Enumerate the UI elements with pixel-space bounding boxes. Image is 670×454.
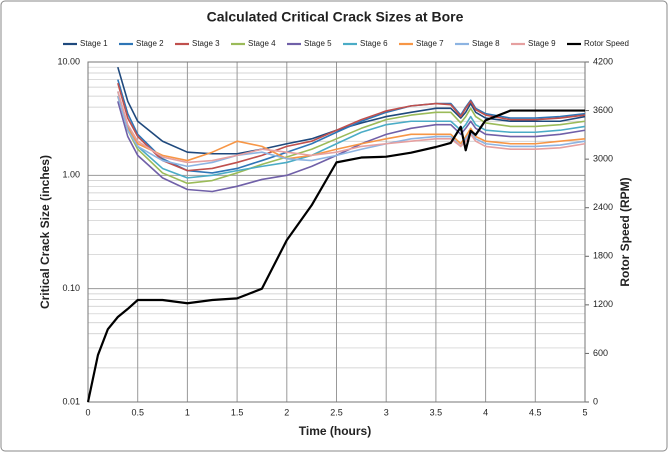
series-line <box>117 95 586 162</box>
y2-tick-label: 3600 <box>593 105 613 115</box>
x-tick-label: 0 <box>85 407 90 417</box>
legend-label: Stage 2 <box>136 39 164 48</box>
legend-label: Stage 7 <box>416 39 444 48</box>
x-tick-label: 3.5 <box>430 407 443 417</box>
y2-tick-label: 1200 <box>593 299 613 309</box>
y-tick-label: 0.10 <box>62 283 80 293</box>
x-tick-label: 1 <box>185 407 190 417</box>
series-line <box>86 109 585 403</box>
legend-label: Stage 8 <box>472 39 500 48</box>
series-line <box>117 101 586 193</box>
y-tick-label: 0.01 <box>62 396 80 406</box>
series-line <box>117 82 586 172</box>
legend-label: Stage 9 <box>528 39 556 48</box>
legend-label: Stage 4 <box>248 39 276 48</box>
y2-tick-label: 2400 <box>593 202 613 212</box>
y-tick-label: 10.00 <box>57 56 80 66</box>
legend-label: Stage 5 <box>304 39 332 48</box>
series-line <box>117 91 586 164</box>
y2-tick-label: 3000 <box>593 154 613 164</box>
x-tick-label: 4 <box>483 407 488 417</box>
y2-tick-label: 1800 <box>593 251 613 261</box>
x-tick-label: 4.5 <box>529 407 542 417</box>
x-tick-label: 5 <box>582 407 587 417</box>
y-tick-label: 1.00 <box>62 170 80 180</box>
x-tick-label: 1.5 <box>231 407 244 417</box>
series-line <box>117 66 586 155</box>
x-tick-label: 2 <box>284 407 289 417</box>
series-line <box>117 91 586 179</box>
y2-tick-label: 0 <box>593 396 598 406</box>
x-tick-label: 0.5 <box>131 407 144 417</box>
x-tick-label: 3 <box>384 407 389 417</box>
legend-label: Stage 1 <box>80 39 108 48</box>
chart-title: Calculated Critical Crack Sizes at Bore <box>207 9 464 25</box>
legend-label: Stage 3 <box>192 39 220 48</box>
x-axis-title: Time (hours) <box>299 424 371 438</box>
legend-label: Rotor Speed <box>584 39 629 48</box>
y-axis-title: Critical Crack Size (inches) <box>38 155 52 309</box>
y2-tick-label: 4200 <box>593 56 613 66</box>
y2-axis-title: Rotor Speed (RPM) <box>618 177 632 286</box>
x-tick-label: 2.5 <box>330 407 343 417</box>
series-line <box>117 95 586 185</box>
plot-border <box>87 61 586 403</box>
y2-tick-label: 600 <box>593 348 608 358</box>
legend-label: Stage 6 <box>360 39 388 48</box>
